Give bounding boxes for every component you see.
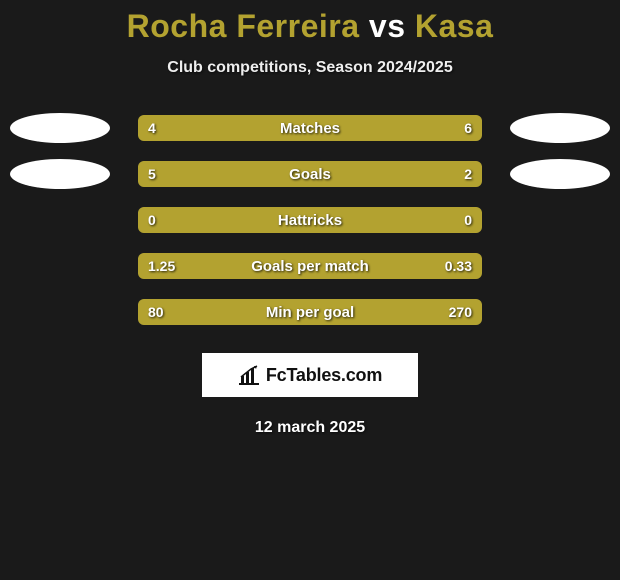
branding-text: FcTables.com (266, 365, 382, 386)
player1-avatar-placeholder (10, 159, 110, 189)
date: 12 march 2025 (0, 419, 620, 437)
player2-avatar-placeholder (510, 113, 610, 143)
stat-label: Matches (138, 115, 482, 141)
stat-bar: 00Hattricks (138, 207, 482, 233)
bar-chart-icon (238, 365, 260, 385)
subtitle: Club competitions, Season 2024/2025 (0, 59, 620, 77)
player1-name: Rocha Ferreira (127, 8, 360, 44)
stat-label: Goals per match (138, 253, 482, 279)
comparison-card: Rocha Ferreira vs Kasa Club competitions… (0, 0, 620, 437)
stat-row: 1.250.33Goals per match (0, 243, 620, 289)
stat-bar: 52Goals (138, 161, 482, 187)
stat-label: Goals (138, 161, 482, 187)
vs-separator: vs (369, 8, 406, 44)
stat-label: Hattricks (138, 207, 482, 233)
player2-avatar-placeholder (510, 159, 610, 189)
stat-bar: 1.250.33Goals per match (138, 253, 482, 279)
stat-row: 80270Min per goal (0, 289, 620, 335)
stat-bar: 46Matches (138, 115, 482, 141)
stat-row: 00Hattricks (0, 197, 620, 243)
page-title: Rocha Ferreira vs Kasa (0, 8, 620, 45)
stat-row: 46Matches (0, 105, 620, 151)
player1-avatar-placeholder (10, 113, 110, 143)
stats-rows: 46Matches 52Goals 00Hattricks 1.250.33Goals… (0, 105, 620, 335)
branding[interactable]: FcTables.com (202, 353, 418, 397)
stat-row: 52Goals (0, 151, 620, 197)
stat-bar: 80270Min per goal (138, 299, 482, 325)
player2-name: Kasa (415, 8, 494, 44)
stat-label: Min per goal (138, 299, 482, 325)
